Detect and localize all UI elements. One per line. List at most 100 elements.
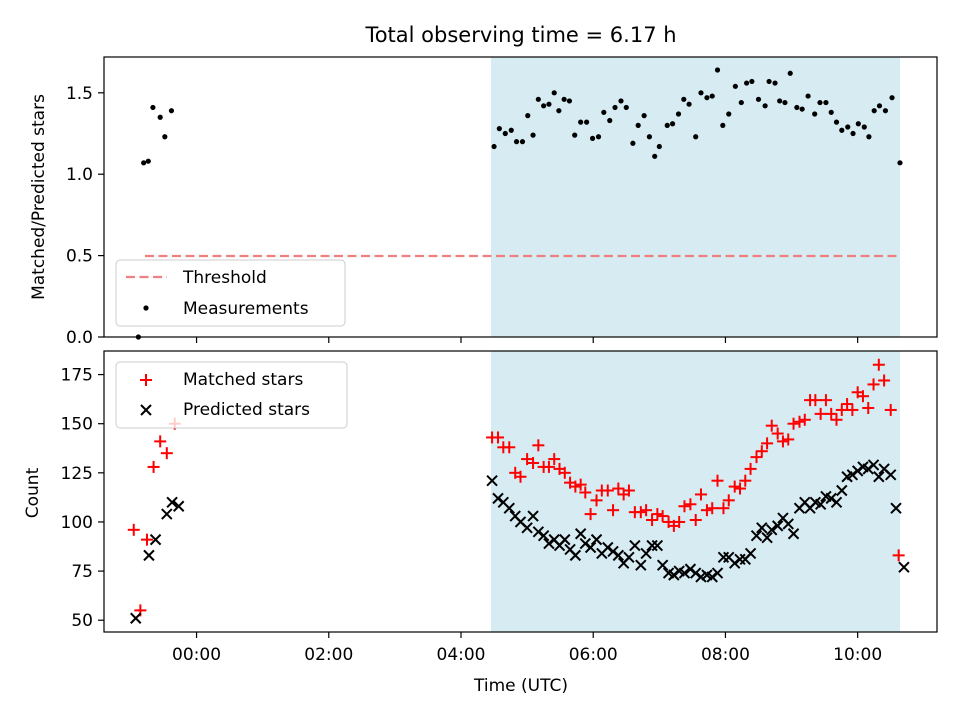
predicted-stars-point bbox=[678, 567, 691, 579]
matched-stars-point bbox=[787, 417, 800, 430]
bottom-axes-frame bbox=[103, 350, 938, 633]
predicted-stars-point bbox=[143, 549, 155, 562]
measurement-point bbox=[618, 98, 624, 104]
predicted-stars-point bbox=[782, 518, 794, 530]
matched-stars-point bbox=[548, 453, 561, 466]
top-y-axis-label: Matched/Predicted stars bbox=[29, 94, 49, 300]
top-shaded-span bbox=[491, 57, 900, 337]
matched-stars-point bbox=[612, 482, 625, 495]
measurement-point bbox=[157, 114, 163, 120]
measurement-point bbox=[772, 80, 778, 86]
measurement-point bbox=[646, 134, 653, 140]
x-tick-label: 02:00 bbox=[304, 645, 353, 665]
measurement-point bbox=[744, 80, 750, 86]
predicted-stars-point bbox=[750, 530, 763, 542]
measurement-point bbox=[162, 134, 168, 140]
measurement-point bbox=[876, 103, 883, 109]
measurement-point bbox=[145, 158, 151, 164]
measurement-point bbox=[551, 90, 557, 96]
matched-stars-point bbox=[640, 504, 653, 517]
matched-stars-point bbox=[127, 523, 140, 536]
measurement-point bbox=[794, 104, 800, 111]
matched-stars-point bbox=[782, 433, 795, 446]
matched-stars-point bbox=[527, 457, 540, 470]
predicted-stars-point bbox=[635, 559, 647, 571]
measurement-point bbox=[812, 111, 818, 117]
predicted-stars-point bbox=[527, 510, 539, 522]
measurement-point bbox=[828, 109, 834, 115]
predicted-stars-point bbox=[629, 539, 641, 552]
matched-stars-point bbox=[819, 394, 832, 407]
matched-stars-point bbox=[579, 486, 592, 499]
predicted-stars-point bbox=[612, 549, 625, 562]
predicted-stars-point bbox=[130, 612, 142, 624]
top-y-tick-label: 0.5 bbox=[66, 247, 93, 267]
x-tick-label: 00:00 bbox=[172, 645, 221, 665]
matched-stars-point bbox=[569, 480, 582, 493]
measurement-point bbox=[491, 143, 497, 150]
matched-stars-point bbox=[830, 413, 843, 426]
matched-stars-point bbox=[825, 407, 838, 420]
bottom-legend: Matched stars Predicted stars bbox=[115, 361, 348, 429]
matched-stars-point bbox=[892, 549, 905, 562]
matched-stars-point bbox=[711, 474, 724, 487]
measurement-point bbox=[839, 127, 845, 133]
legend-measurement-label: Measurements bbox=[183, 299, 309, 319]
matched-stars-point bbox=[722, 494, 735, 507]
predicted-stars-point bbox=[486, 474, 498, 487]
matched-stars-point bbox=[634, 506, 647, 519]
measurement-point bbox=[561, 96, 567, 102]
predicted-stars-point bbox=[771, 520, 784, 532]
top-y-tick-label: 0.0 bbox=[66, 328, 93, 348]
matched-stars-point bbox=[744, 462, 757, 475]
matched-stars-point bbox=[755, 445, 768, 458]
matched-stars-point bbox=[846, 403, 859, 416]
matched-stars-point bbox=[706, 502, 719, 515]
measurement-point bbox=[630, 140, 636, 146]
measurement-point bbox=[141, 160, 147, 166]
measurement-point bbox=[566, 98, 573, 104]
x-tick-label: 10:00 bbox=[833, 645, 882, 665]
bottom-legend-box bbox=[115, 361, 348, 429]
predicted-stars-point bbox=[574, 528, 587, 540]
measurement-point bbox=[755, 96, 762, 102]
measurement-point bbox=[833, 119, 840, 125]
measurement-point bbox=[823, 99, 829, 106]
bottom-shaded-span bbox=[491, 351, 900, 632]
legend-threshold-label: Threshold bbox=[182, 268, 267, 288]
matched-stars-point bbox=[771, 427, 784, 440]
measurement-point bbox=[150, 104, 156, 111]
count-points bbox=[127, 358, 910, 624]
bottom-y-tick-label: 150 bbox=[61, 415, 93, 435]
bottom-y-axis-label: Count bbox=[23, 467, 43, 518]
measurement-point bbox=[681, 96, 687, 102]
matched-stars-point bbox=[646, 513, 659, 526]
measurement-point bbox=[726, 111, 732, 117]
measurement-point bbox=[855, 121, 861, 127]
measurement-point bbox=[704, 95, 710, 101]
top-y-tick-label: 1.5 bbox=[66, 84, 93, 104]
predicted-stars-point bbox=[537, 530, 550, 542]
matched-stars-point bbox=[678, 500, 691, 513]
bottom-y-tick-label: 125 bbox=[61, 464, 93, 484]
measurement-point bbox=[513, 139, 520, 145]
predicted-stars-point bbox=[761, 531, 773, 544]
measurement-point bbox=[799, 106, 805, 112]
matched-stars-point bbox=[492, 431, 505, 444]
measurement-point bbox=[641, 113, 647, 119]
predicted-stars-point bbox=[503, 502, 515, 514]
predicted-stars-point bbox=[149, 533, 162, 546]
measurement-point bbox=[572, 132, 578, 138]
bottom-y-tick-label: 100 bbox=[61, 513, 93, 533]
bottom-y-tick-label: 50 bbox=[71, 611, 93, 631]
chart-title: Total observing time = 6.17 h bbox=[364, 23, 676, 47]
matched-stars-point bbox=[856, 390, 869, 403]
matched-stars-point bbox=[558, 466, 571, 479]
predicted-stars-point bbox=[559, 533, 571, 546]
predicted-stars-point bbox=[890, 502, 902, 514]
measurement-point bbox=[766, 78, 772, 85]
matched-stars-point bbox=[765, 419, 778, 432]
matched-stars-point bbox=[503, 441, 516, 454]
matched-stars-point bbox=[514, 470, 527, 483]
